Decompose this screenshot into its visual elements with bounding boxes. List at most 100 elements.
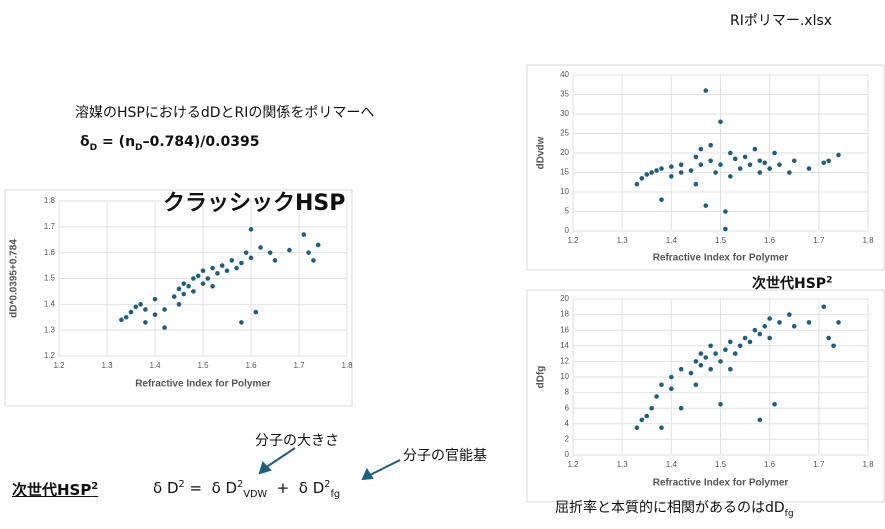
point <box>234 265 239 271</box>
x-tick-label: 1.7 <box>293 361 305 370</box>
eq-sub: fg <box>330 489 341 500</box>
point <box>639 176 645 181</box>
eq-part: δ D <box>153 479 179 497</box>
point <box>713 351 718 356</box>
point <box>195 273 201 279</box>
point <box>688 168 694 173</box>
y-tick-label: 35 <box>560 90 569 99</box>
point <box>718 402 723 407</box>
point <box>777 320 782 325</box>
note-size: 分子の大きさ <box>255 433 339 449</box>
point <box>639 417 645 423</box>
point <box>267 250 273 255</box>
point <box>772 150 777 156</box>
point <box>762 324 768 329</box>
y-tick-label: 2 <box>565 435 570 444</box>
point <box>138 302 143 307</box>
point <box>659 382 664 388</box>
point <box>806 320 812 325</box>
point <box>806 166 812 171</box>
x-tick-label: 1.4 <box>666 460 678 469</box>
point <box>219 263 225 268</box>
arrow-head <box>258 461 272 475</box>
point <box>747 339 753 345</box>
point <box>723 347 728 353</box>
formula: δD = (nD–0.784)/0.0395 <box>80 134 259 153</box>
point <box>171 294 177 299</box>
point <box>757 158 763 164</box>
point <box>708 366 713 372</box>
point <box>634 181 640 187</box>
x-tick-label: 1.5 <box>715 460 727 469</box>
point <box>698 363 704 368</box>
point <box>659 166 664 171</box>
point <box>152 296 158 302</box>
x-tick-label: 1.2 <box>567 236 579 245</box>
point <box>181 281 187 286</box>
point <box>791 324 797 329</box>
conclusion: 屈折率と本質的に相関があるのはdDfg <box>555 497 794 519</box>
y-tick-label: 16 <box>560 325 569 334</box>
point <box>752 146 758 152</box>
point <box>181 291 187 297</box>
title-part: 次世代HSP <box>12 481 92 499</box>
formula-part: –0.784)/0.0395 <box>142 134 260 150</box>
point <box>659 197 664 203</box>
classic-label: クラッシックHSP <box>163 191 346 216</box>
y-tick-label: 1.8 <box>44 196 56 205</box>
point <box>826 335 831 341</box>
y-tick-label: 20 <box>560 294 569 303</box>
label-part: 次世代HSP <box>752 276 827 292</box>
point <box>176 302 182 307</box>
y-tick-label: 20 <box>560 148 569 157</box>
point <box>659 425 664 431</box>
x-tick-label: 1.4 <box>666 236 678 245</box>
point <box>239 320 244 325</box>
chart-frame <box>526 289 885 503</box>
formula-part: δ <box>80 134 90 150</box>
x-tick-label: 1.6 <box>245 361 257 370</box>
point <box>205 276 211 281</box>
point <box>678 366 684 372</box>
y-tick-label: 0 <box>565 450 570 459</box>
x-tick-label: 1.3 <box>617 236 629 245</box>
point <box>253 309 259 315</box>
point <box>728 150 733 156</box>
point <box>678 405 684 411</box>
y-tick-label: 6 <box>565 403 570 412</box>
label-sup: 2 <box>826 275 833 286</box>
point <box>732 156 738 162</box>
point <box>693 382 699 388</box>
file-name: RIポリマー.xlsx <box>730 13 833 29</box>
point <box>791 158 797 164</box>
x-tick-label: 1.8 <box>341 361 353 370</box>
y-tick-label: 1.2 <box>44 351 56 360</box>
point <box>757 170 763 175</box>
y-tick-label: 4 <box>565 419 570 428</box>
point <box>752 327 758 333</box>
y-axis-title: dDvdw <box>536 136 547 169</box>
formula-part: = ( <box>97 134 126 150</box>
point <box>718 119 723 125</box>
x-tick-label: 1.6 <box>764 460 776 469</box>
formula-sub: D <box>89 142 98 153</box>
point <box>821 160 827 166</box>
point <box>287 247 292 253</box>
y-axis-title: dDfg <box>536 366 547 389</box>
x-tick-label: 1.3 <box>101 361 113 370</box>
point <box>669 374 674 380</box>
point <box>747 162 753 167</box>
point <box>644 413 650 419</box>
x-axis-title: Refractive Index for Polymer <box>653 253 789 264</box>
y-tick-label: 1.5 <box>44 274 56 283</box>
point <box>186 283 191 289</box>
point <box>644 172 650 177</box>
chart-frame <box>4 189 353 407</box>
point <box>654 394 659 399</box>
point <box>708 142 713 148</box>
point <box>248 227 254 232</box>
equation: δ D2 = δ D2VDW + δ D2fg <box>153 479 340 500</box>
arrow-head <box>361 467 374 481</box>
conclusion-part: 屈折率と本質的に相関があるのはdD <box>555 500 785 516</box>
